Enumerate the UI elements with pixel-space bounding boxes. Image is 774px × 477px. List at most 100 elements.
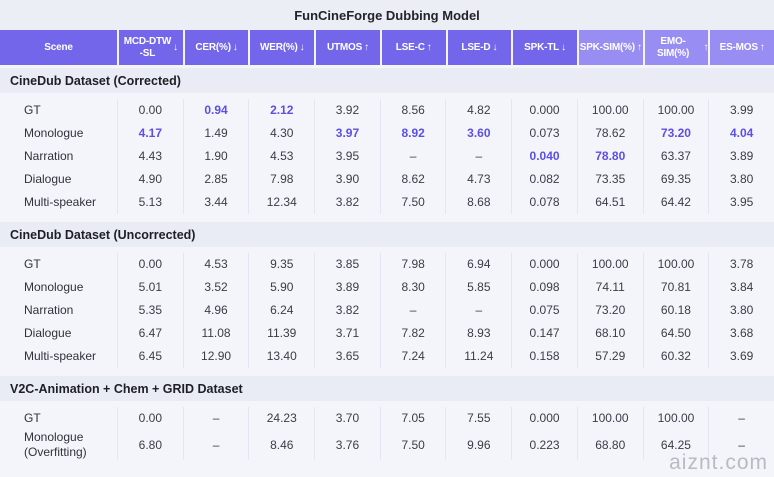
down-arrow-icon: ↓ — [492, 41, 498, 53]
cell-value: 0.040 — [511, 145, 577, 168]
down-arrow-icon: ↓ — [299, 41, 305, 53]
cell-value: 64.51 — [576, 191, 643, 214]
cell-value: 8.92 — [379, 122, 446, 145]
section-rows: GT 0.00 4.53 9.35 3.85 7.98 6.94 0.000 100.00 10… — [0, 249, 774, 373]
cell-value: 0.00 — [117, 99, 183, 122]
cell-value: 74.11 — [576, 276, 643, 299]
cell-value: 24.23 — [248, 407, 314, 430]
section-title: CineDub Dataset (Uncorrected) — [0, 222, 774, 247]
cell-value: 8.68 — [445, 191, 511, 214]
section-title: CineDub Dataset (Corrected) — [0, 68, 774, 93]
cell-value: 5.13 — [117, 191, 183, 214]
scene-label: Narration — [24, 149, 74, 163]
cell-value: 1.49 — [182, 122, 249, 145]
cell-value: 2.85 — [182, 168, 249, 191]
cell-value: 0.073 — [511, 122, 577, 145]
cell-value: 3.99 — [708, 99, 774, 122]
table-row: Monologue 4.17 1.49 4.30 3.97 8.92 3.60 0.073 7… — [0, 122, 774, 145]
cell-value: 3.80 — [708, 168, 774, 191]
down-arrow-icon: ↓ — [561, 41, 566, 53]
cell-value: 60.32 — [642, 345, 709, 368]
scene-label: Multi-speaker — [24, 349, 97, 363]
scene-label: Monologue — [24, 126, 84, 140]
cell-value: 5.01 — [117, 276, 183, 299]
cell-value: 3.84 — [708, 276, 774, 299]
cell-value: 3.92 — [314, 99, 380, 122]
cell-value: 13.40 — [248, 345, 314, 368]
scene-label: GT — [24, 411, 41, 425]
cell-value: 4.90 — [117, 168, 183, 191]
cell-value: 3.95 — [708, 191, 774, 214]
cell-value: 3.60 — [445, 122, 511, 145]
down-arrow-icon: ↓ — [232, 41, 238, 53]
cell-value: 3.68 — [708, 322, 774, 345]
table-row: GT 0.00–24.23 3.70 7.05 7.55 0.000 100.00 100.… — [0, 407, 774, 430]
cell-value: 0.075 — [511, 299, 577, 322]
cell-value: 7.55 — [445, 407, 511, 430]
cell-value: – — [445, 145, 511, 168]
cell-value: 5.35 — [117, 299, 183, 322]
table-row: Dialogue 6.47 11.08 11.39 3.71 7.82 8.93 0.147… — [0, 322, 774, 345]
up-arrow-icon: ↑ — [703, 41, 709, 53]
cell-value: 4.17 — [117, 122, 183, 145]
cell-value: 0.078 — [511, 191, 577, 214]
cell-value: 100.00 — [576, 407, 643, 430]
scene-label: Dialogue — [24, 326, 72, 340]
cell-value: – — [708, 430, 774, 460]
cell-value: 64.50 — [642, 322, 709, 345]
cell-value: 100.00 — [576, 99, 643, 122]
table-row: GT 0.00 4.53 9.35 3.85 7.98 6.94 0.000 100.00 10… — [0, 253, 774, 276]
cell-value: – — [445, 299, 511, 322]
up-arrow-icon: ↑ — [759, 41, 765, 53]
cell-value: 3.52 — [182, 276, 249, 299]
cell-value: 7.98 — [248, 168, 314, 191]
table-row: Dialogue 4.90 2.85 7.98 3.90 8.62 4.73 0.082 73… — [0, 168, 774, 191]
table-row: GT 0.00 0.94 2.12 3.92 8.56 4.82 0.000 100.00 10… — [0, 99, 774, 122]
cell-value: 8.93 — [445, 322, 511, 345]
cell-value: 12.90 — [182, 345, 249, 368]
cell-value: 3.85 — [314, 253, 380, 276]
cell-value: 11.39 — [248, 322, 314, 345]
cell-value: 4.43 — [117, 145, 183, 168]
cell-value: 64.25 — [642, 430, 709, 460]
cell-value: – — [182, 407, 249, 430]
column-header-emo-sim: EMO-SIM(%) ↑ — [644, 30, 709, 65]
cell-value: 73.35 — [576, 168, 643, 191]
cell-value: 7.82 — [379, 322, 446, 345]
cell-value: 6.24 — [248, 299, 314, 322]
table-header-row: Scene MCD-DTW -SL ↓ CER(%) ↓ WER(%) ↓ UT… — [0, 30, 774, 65]
cell-value: 0.000 — [511, 407, 577, 430]
scene-label: Monologue (Overfitting) — [24, 430, 87, 459]
column-header-spk-sim: SPK-SIM(%) ↑ — [578, 30, 643, 65]
cell-value: 0.000 — [511, 253, 577, 276]
cell-value: 0.00 — [117, 407, 183, 430]
column-header-spk-tl: SPK-TL ↓ — [513, 30, 577, 65]
cell-value: 8.62 — [379, 168, 446, 191]
page-title: FunCineForge Dubbing Model — [294, 7, 480, 23]
cell-value: 7.50 — [379, 430, 446, 460]
cell-value: – — [379, 145, 446, 168]
cell-value: 0.147 — [511, 322, 577, 345]
cell-value: 3.89 — [314, 276, 380, 299]
table-row: Narration 5.35 4.96 6.24 3.82– –0.075 73.20 60… — [0, 299, 774, 322]
cell-value: 6.94 — [445, 253, 511, 276]
cell-value: 100.00 — [576, 253, 643, 276]
scene-label: GT — [24, 257, 41, 271]
column-header-scene: Scene — [0, 30, 117, 65]
cell-value: 78.62 — [576, 122, 643, 145]
section-title: V2C-Animation + Chem + GRID Dataset — [0, 376, 774, 401]
table-row: Multi-speaker 5.13 3.44 12.34 3.82 7.50 8.68 0… — [0, 191, 774, 214]
cell-value: 4.53 — [182, 253, 249, 276]
scene-label: Narration — [24, 303, 74, 317]
column-header-cer: CER(%) ↓ — [184, 30, 249, 65]
cell-value: 3.90 — [314, 168, 380, 191]
cell-value: 4.04 — [708, 122, 774, 145]
cell-value: – — [708, 407, 774, 430]
table-row: Monologue 5.01 3.52 5.90 3.89 8.30 5.85 0.098 7… — [0, 276, 774, 299]
up-arrow-icon: ↑ — [426, 41, 432, 53]
column-header-utmos: UTMOS ↑ — [316, 30, 380, 65]
cell-value: 4.73 — [445, 168, 511, 191]
scene-label: GT — [24, 103, 41, 117]
cell-value: 70.81 — [642, 276, 709, 299]
cell-value: 0.158 — [511, 345, 577, 368]
